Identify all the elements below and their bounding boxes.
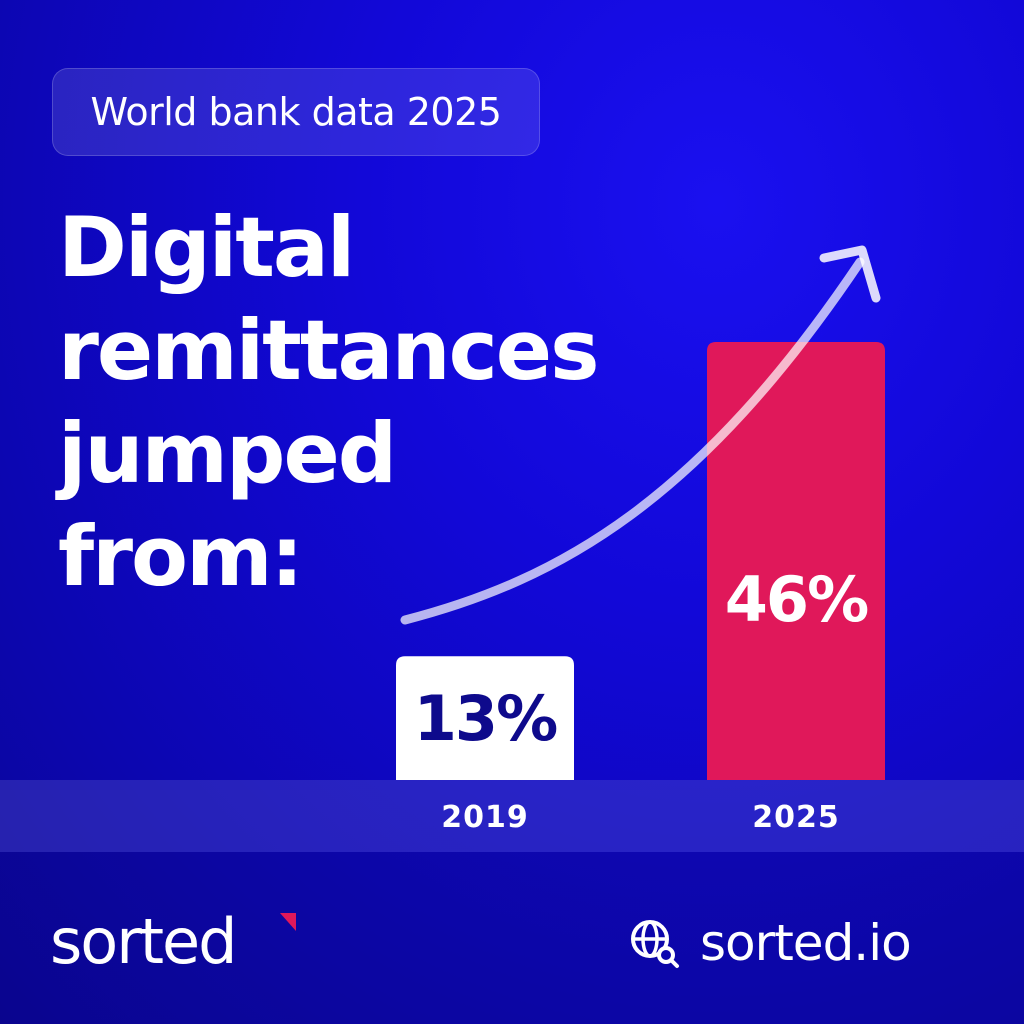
headline-line-2: remittances — [58, 302, 600, 399]
headline: Digital remittances jumped from: — [58, 196, 618, 608]
category-label-2025: 2025 — [752, 800, 840, 835]
source-badge: World bank data 2025 — [52, 68, 540, 156]
footer — [0, 852, 1024, 1024]
bar-value-label-2019: 13% — [413, 682, 558, 756]
headline-line-4: from: — [58, 508, 304, 605]
globe-search-icon — [631, 920, 679, 968]
website-link[interactable]: sorted.io — [628, 914, 912, 972]
website-text: sorted.io — [700, 914, 912, 972]
category-band — [0, 780, 1024, 852]
headline-line-1: Digital — [58, 199, 355, 296]
headline-line-3: jumped — [58, 405, 397, 502]
logo-accent-mark — [280, 913, 296, 931]
trend-arrow-curve — [400, 257, 865, 625]
brand-logo: sorted — [50, 905, 238, 978]
bar-value-label-2025: 46% — [724, 563, 869, 636]
bar-2019 — [396, 656, 574, 780]
category-label-2019: 2019 — [441, 800, 529, 835]
trend-arrow-head — [819, 245, 881, 303]
bar-2025 — [707, 342, 885, 780]
